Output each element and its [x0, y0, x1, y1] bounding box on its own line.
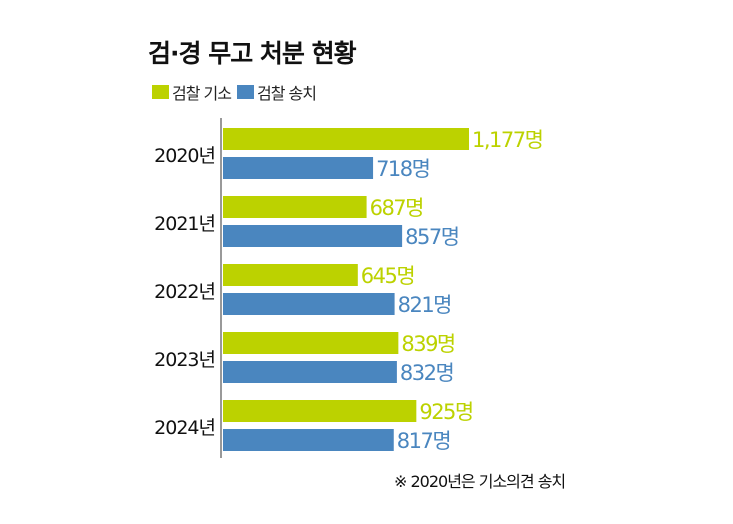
data-label: 817명 [397, 429, 450, 453]
bar-indictment [223, 400, 417, 422]
bar-indictment [223, 196, 367, 218]
legend-swatch-indictment [152, 85, 169, 99]
bar-indictment [223, 332, 399, 354]
data-label: 687명 [370, 196, 423, 220]
bar-referral [223, 361, 397, 383]
chart-title: 검·경 무고 처분 현황 [148, 39, 357, 68]
data-label: 857명 [405, 225, 458, 249]
legend-item-indictment: 검찰 기소 [152, 80, 232, 104]
category-label: 2023년 [154, 349, 215, 371]
bar-referral [223, 293, 395, 315]
legend-swatch-referral [236, 85, 254, 99]
bar-indictment [223, 128, 469, 150]
data-label: 645명 [361, 264, 414, 288]
bar-indictment [223, 264, 358, 286]
category-label: 2022년 [154, 281, 215, 303]
bar-referral [223, 157, 374, 179]
footnote: ※ 2020년은 기소의견 송치 [394, 472, 566, 491]
category-label: 2021년 [154, 213, 215, 235]
data-label: 832명 [400, 361, 453, 385]
category-label: 2024년 [154, 417, 215, 439]
legend-label-indictment: 검찰 기소 [172, 84, 232, 103]
bar-referral [223, 225, 403, 247]
data-label: 718명 [376, 157, 429, 181]
category-label: 2020년 [154, 145, 215, 167]
legend-item-referral: 검찰 송치 [236, 80, 317, 104]
data-label: 1,177명 [472, 128, 542, 152]
legend-label-referral: 검찰 송치 [256, 84, 317, 103]
data-label: 925명 [419, 400, 472, 424]
data-label: 839명 [401, 332, 454, 356]
data-label: 821명 [398, 293, 451, 317]
bar-referral [223, 429, 394, 451]
legend: 검찰 기소 검찰 송치 [152, 80, 322, 104]
